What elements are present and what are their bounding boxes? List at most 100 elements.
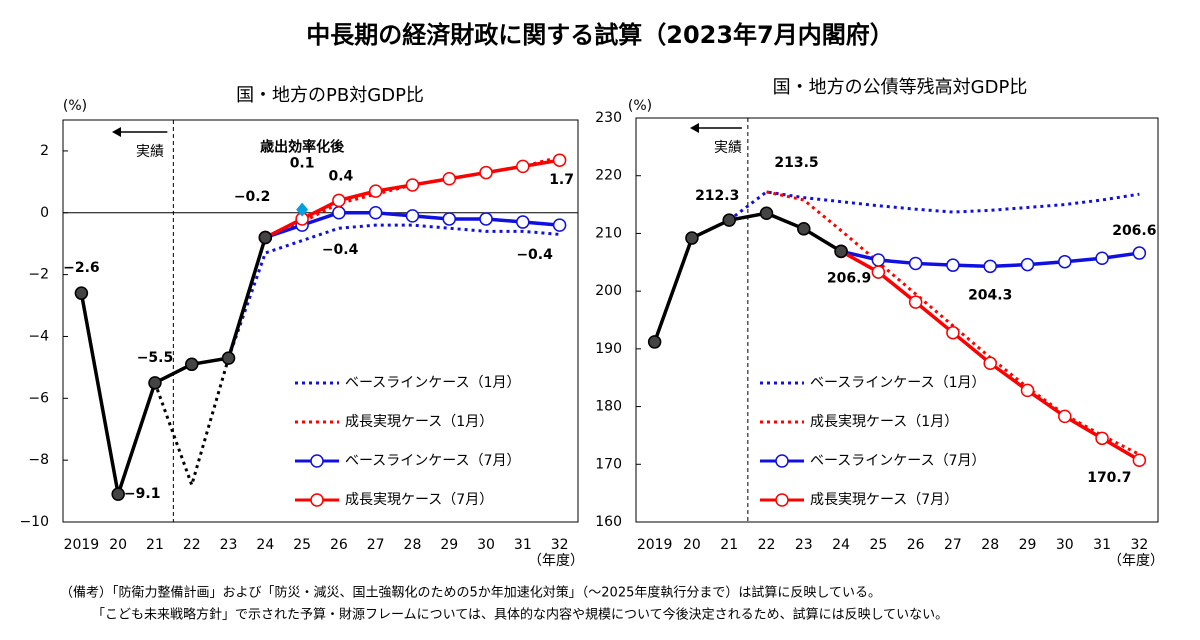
- series-line: [652, 211, 842, 343]
- legend-label: ベースラインケース（1月）: [345, 375, 521, 391]
- y-tick-label: −10: [19, 514, 49, 530]
- x-tick-label: 26: [330, 537, 348, 553]
- legend-marker: [775, 454, 789, 468]
- legend-label: ベースラインケース（7月）: [810, 453, 986, 469]
- point: [479, 165, 493, 180]
- x-tick-label: 32: [1130, 537, 1148, 553]
- x-tick-label: 21: [146, 537, 164, 553]
- point: [552, 218, 567, 232]
- point: [1058, 409, 1072, 424]
- point: [74, 286, 89, 300]
- data-label: 212.3: [695, 188, 739, 204]
- y-tick-label: 0: [40, 205, 49, 221]
- point: [405, 178, 420, 192]
- x-tick-label: 27: [367, 537, 385, 553]
- point: [368, 184, 383, 198]
- data-label: 206.6: [1112, 223, 1156, 239]
- x-tick-label: 28: [404, 537, 422, 553]
- y-tick-label: −8: [28, 452, 49, 468]
- y-unit: (%): [63, 98, 87, 114]
- x-tick-label: 22: [183, 537, 201, 553]
- point: [258, 230, 273, 245]
- point: [111, 487, 125, 501]
- point: [1020, 257, 1035, 272]
- point: [797, 222, 811, 236]
- y-tick-label: 180: [595, 399, 622, 415]
- y-tick-label: 200: [595, 283, 622, 299]
- point: [368, 206, 383, 220]
- x-tick-label: 23: [795, 537, 813, 553]
- series-line: [766, 190, 1141, 456]
- panel-title: 国・地方のPB対GDP比: [236, 85, 424, 106]
- data-label: −2.6: [63, 260, 100, 276]
- legend-marker: [775, 493, 789, 507]
- legend-marker: [310, 454, 324, 468]
- data-label: 0.1: [290, 156, 315, 172]
- plot-frame: [62, 119, 579, 523]
- data-label: −9.1: [124, 486, 161, 502]
- x-tick-label: 27: [944, 537, 962, 553]
- data-label: 170.7: [1087, 470, 1131, 486]
- data-label: 204.3: [968, 287, 1012, 303]
- x-tick-label: 23: [220, 537, 238, 553]
- note: （備考）「防衛力整備計画」および「防災・減災、国土強靱化のための5か年加速化対策…: [60, 585, 881, 601]
- point: [685, 231, 699, 245]
- legend-label: 成長実現ケース（1月）: [810, 414, 958, 430]
- arrow-head: [690, 123, 699, 133]
- y-tick-label: 160: [595, 514, 622, 530]
- y-tick-label: −6: [28, 390, 49, 406]
- series-line: [264, 158, 560, 240]
- point: [516, 159, 530, 174]
- x-tick-label: 20: [109, 537, 127, 553]
- data-label: −0.4: [322, 242, 359, 258]
- point: [871, 253, 886, 267]
- point: [296, 202, 309, 217]
- x-tick-label: 31: [1093, 537, 1111, 553]
- point: [516, 215, 530, 229]
- point: [442, 172, 456, 186]
- y-tick-label: −2: [28, 267, 49, 283]
- x-tick-label: 25: [869, 537, 887, 553]
- point: [332, 193, 346, 208]
- arrow-head: [112, 127, 121, 137]
- legend-label: 成長実現ケース（7月）: [810, 492, 958, 508]
- panel-title: 国・地方の公債等残高対GDP比: [773, 77, 1028, 98]
- legend-label: 成長実現ケース（1月）: [345, 414, 493, 430]
- point: [983, 356, 997, 371]
- y-tick-label: 170: [595, 456, 622, 472]
- point: [185, 357, 199, 372]
- data-label: 1.7: [549, 172, 574, 188]
- point: [759, 206, 774, 220]
- point-name: 歳出効率化後: [260, 139, 345, 156]
- x-tick-label: 31: [514, 537, 532, 553]
- point: [871, 265, 886, 279]
- x-tick-label: 24: [832, 537, 850, 553]
- note: 「こども未来戦略方針」で示された予算・財源フレームについては、具体的な内容や規模…: [92, 607, 948, 623]
- x-tick-label: 2019: [637, 537, 673, 553]
- point: [1132, 453, 1147, 467]
- point: [647, 335, 662, 349]
- point: [946, 325, 960, 340]
- y-unit: (%): [628, 98, 652, 114]
- point: [479, 212, 493, 226]
- legend-label: ベースラインケース（7月）: [345, 453, 521, 469]
- y-tick-label: −4: [28, 328, 49, 344]
- x-unit: （年度）: [528, 553, 584, 569]
- data-label: 213.5: [774, 155, 818, 171]
- point: [1058, 254, 1072, 269]
- x-tick-label: 2019: [64, 537, 100, 553]
- point: [1095, 431, 1109, 446]
- point: [722, 213, 736, 227]
- actual-label: 実績: [714, 140, 742, 156]
- y-tick-label: 210: [595, 225, 622, 241]
- x-tick-label: 24: [256, 537, 274, 553]
- point: [983, 259, 997, 274]
- y-tick-label: 220: [595, 168, 622, 184]
- point: [221, 351, 236, 365]
- data-label: 206.9: [827, 270, 871, 286]
- data-label: −5.5: [137, 350, 174, 366]
- point: [442, 212, 456, 226]
- y-tick-label: 230: [595, 110, 622, 126]
